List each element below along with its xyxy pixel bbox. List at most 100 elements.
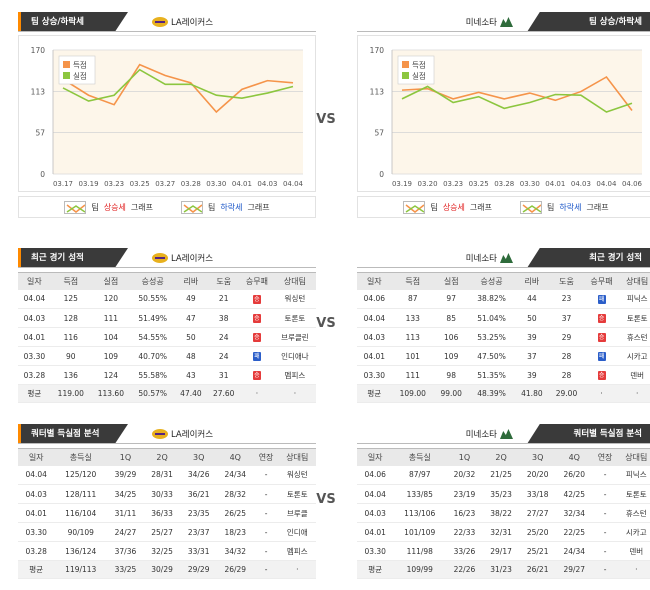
left-recent-header: 최근 경기 성적 LA레이커스 xyxy=(18,248,316,268)
table-cell: 26/25 xyxy=(216,503,254,523)
table-cell: 29/29 xyxy=(180,560,217,579)
table-row: 04.06 87/97 20/32 21/25 20/20 26/20- 피닉스 xyxy=(357,465,650,485)
table-cell: 04.01 xyxy=(18,327,51,347)
table-cell: 멤피스 xyxy=(278,541,316,561)
table-row: 04.01 101/109 22/33 32/31 25/20 22/25- 시카고 xyxy=(357,522,650,542)
table-cell: 33/18 xyxy=(519,484,556,504)
win-badge: 승 xyxy=(252,314,261,323)
table-cell: 51.49% xyxy=(130,308,175,328)
table-cell: 133 xyxy=(391,308,434,328)
table-cell: 54.55% xyxy=(130,327,175,347)
table-cell: 90/109 xyxy=(54,522,108,542)
table-cell: 34/26 xyxy=(180,465,217,485)
column-header: 도움 xyxy=(207,272,241,290)
left-team-label: LA레이커스 xyxy=(152,16,213,28)
table-cell: 33/26 xyxy=(446,541,483,561)
quarter-title-right: 쿼터별 득실점 분석 xyxy=(527,424,650,444)
uptrend-graph-icon xyxy=(403,200,426,214)
series-line-conceded xyxy=(62,68,294,102)
column-header: 일자 xyxy=(18,272,51,290)
table-cell: 토론토 xyxy=(619,308,650,328)
legend-label: 실점 xyxy=(73,71,87,81)
table-cell: 03.28 xyxy=(18,541,55,561)
table-row: 03.30 90 109 40.70% 48 24 패 인디애나 xyxy=(18,346,316,366)
table-cell: 38.82% xyxy=(468,289,515,309)
table-cell: 111 xyxy=(391,365,434,385)
table-cell: 24/27 xyxy=(107,522,144,542)
uptrend-legend-right[interactable]: 팀 상승세 그래프 xyxy=(403,200,492,214)
vs-label-trend: VS xyxy=(316,112,336,127)
table-cell: 37 xyxy=(514,346,550,366)
table-row: 03.28 136 124 55.58% 43 31 승 멤피스 xyxy=(18,365,316,385)
y-tick-label: 170 xyxy=(31,46,46,55)
table-cell: 109 xyxy=(90,346,131,366)
column-header: 총득실 xyxy=(393,448,447,466)
table-cell: · xyxy=(619,384,650,403)
right-recent-header: 미네소타 최근 경기 성적 xyxy=(357,248,650,268)
table-cell: 인디애나 xyxy=(273,346,316,366)
uptrend-prefix: 팀 xyxy=(91,202,99,212)
right-quarter-table: 일자 총득실 1Q 2Q 3Q 4Q 연장 상대팀 04.06 87/97 20/32 21/25 20… xyxy=(357,448,650,579)
left-team-label: LA레이커스 xyxy=(152,428,213,440)
column-header: 연장 xyxy=(253,448,279,466)
table-cell: 43 xyxy=(174,365,208,385)
table-cell: 31/23 xyxy=(482,560,520,579)
x-tick-label: 03.19 xyxy=(392,180,412,188)
left-quarter-table: 일자 총득실 1Q 2Q 3Q 4Q 연장 상대팀 04.04 125/120 39/29 28/31… xyxy=(18,448,316,579)
table-cell: 116 xyxy=(50,327,91,347)
table-cell: 87/97 xyxy=(393,465,447,485)
table-cell: · xyxy=(278,560,316,579)
average-row: 평균 109.00 99.00 48.39% 41.80 29.00 · · xyxy=(357,384,650,403)
table-cell: · xyxy=(273,384,316,403)
table-cell: 04.04 xyxy=(18,465,55,485)
uptrend-legend[interactable]: 팀 상승세 그래프 xyxy=(64,200,153,214)
result-cell: 패 xyxy=(240,346,274,366)
table-cell: 인디애 xyxy=(278,522,316,542)
column-header: 득점 xyxy=(391,272,434,290)
column-header: 승무패 xyxy=(583,272,620,290)
downtrend-word: 하락세 xyxy=(220,202,243,212)
x-tick-label: 04.03 xyxy=(571,180,591,188)
table-cell: 28/32 xyxy=(216,484,254,504)
win-badge: 승 xyxy=(252,371,261,380)
column-header: 일자 xyxy=(18,448,55,466)
left-trend-header: 팀 상승/하락세 LA레이커스 xyxy=(18,12,316,32)
x-tick-label: 03.23 xyxy=(104,180,124,188)
right-chart-legend: 팀 상승세 그래프 팀 하락세 그래프 xyxy=(357,196,650,218)
table-cell: 27/27 xyxy=(519,503,556,523)
column-header: 상대팀 xyxy=(619,272,650,290)
x-tick-label: 03.25 xyxy=(469,180,489,188)
downtrend-legend[interactable]: 팀 하락세 그래프 xyxy=(181,200,270,214)
table-cell: 토론토 xyxy=(617,484,650,504)
table-cell: 28 xyxy=(549,365,584,385)
table-cell: 85 xyxy=(433,308,469,328)
table-cell: 109.00 xyxy=(391,384,434,403)
x-tick-label: 04.03 xyxy=(257,180,277,188)
x-tick-label: 03.28 xyxy=(181,180,201,188)
downtrend-legend-right[interactable]: 팀 하락세 그래프 xyxy=(520,200,609,214)
table-cell: 30/33 xyxy=(143,484,181,504)
table-row: 04.01 116/104 31/11 36/33 23/35 26/25- 브루클 xyxy=(18,503,316,523)
table-cell: - xyxy=(592,522,618,542)
column-header: 일자 xyxy=(357,272,392,290)
loss-badge: 패 xyxy=(597,294,606,304)
x-tick-label: 04.04 xyxy=(283,180,304,188)
y-tick-label: 113 xyxy=(370,88,385,97)
table-row: 04.03 113 106 53.25% 39 29 승 휴스턴 xyxy=(357,327,650,347)
table-cell: 136 xyxy=(50,365,91,385)
right-quarter-panel: 미네소타 쿼터별 득실점 분석 일자 총득실 1Q 2Q 3Q 4Q 연장 상대팀 04.06 8… xyxy=(357,424,650,579)
table-cell: 50.57% xyxy=(130,384,175,403)
table-cell: 111/98 xyxy=(393,541,447,561)
downtrend-suffix: 그래프 xyxy=(586,202,609,212)
trend-title: 팀 상승/하락세 xyxy=(18,12,128,32)
left-trend-panel: 팀 상승/하락세 LA레이커스 0 57 113 170 03.17 03.19 03.23… xyxy=(18,12,316,218)
loss-badge: 패 xyxy=(252,352,261,361)
right-team-label: 미네소타 xyxy=(466,16,513,28)
table-cell: 시카고 xyxy=(617,522,650,542)
column-header: 3Q xyxy=(180,448,217,466)
table-cell: 04.01 xyxy=(357,522,394,542)
table-cell: 03.30 xyxy=(357,365,392,385)
table-cell: 03.28 xyxy=(18,365,51,385)
table-cell: 휴스턴 xyxy=(617,503,650,523)
